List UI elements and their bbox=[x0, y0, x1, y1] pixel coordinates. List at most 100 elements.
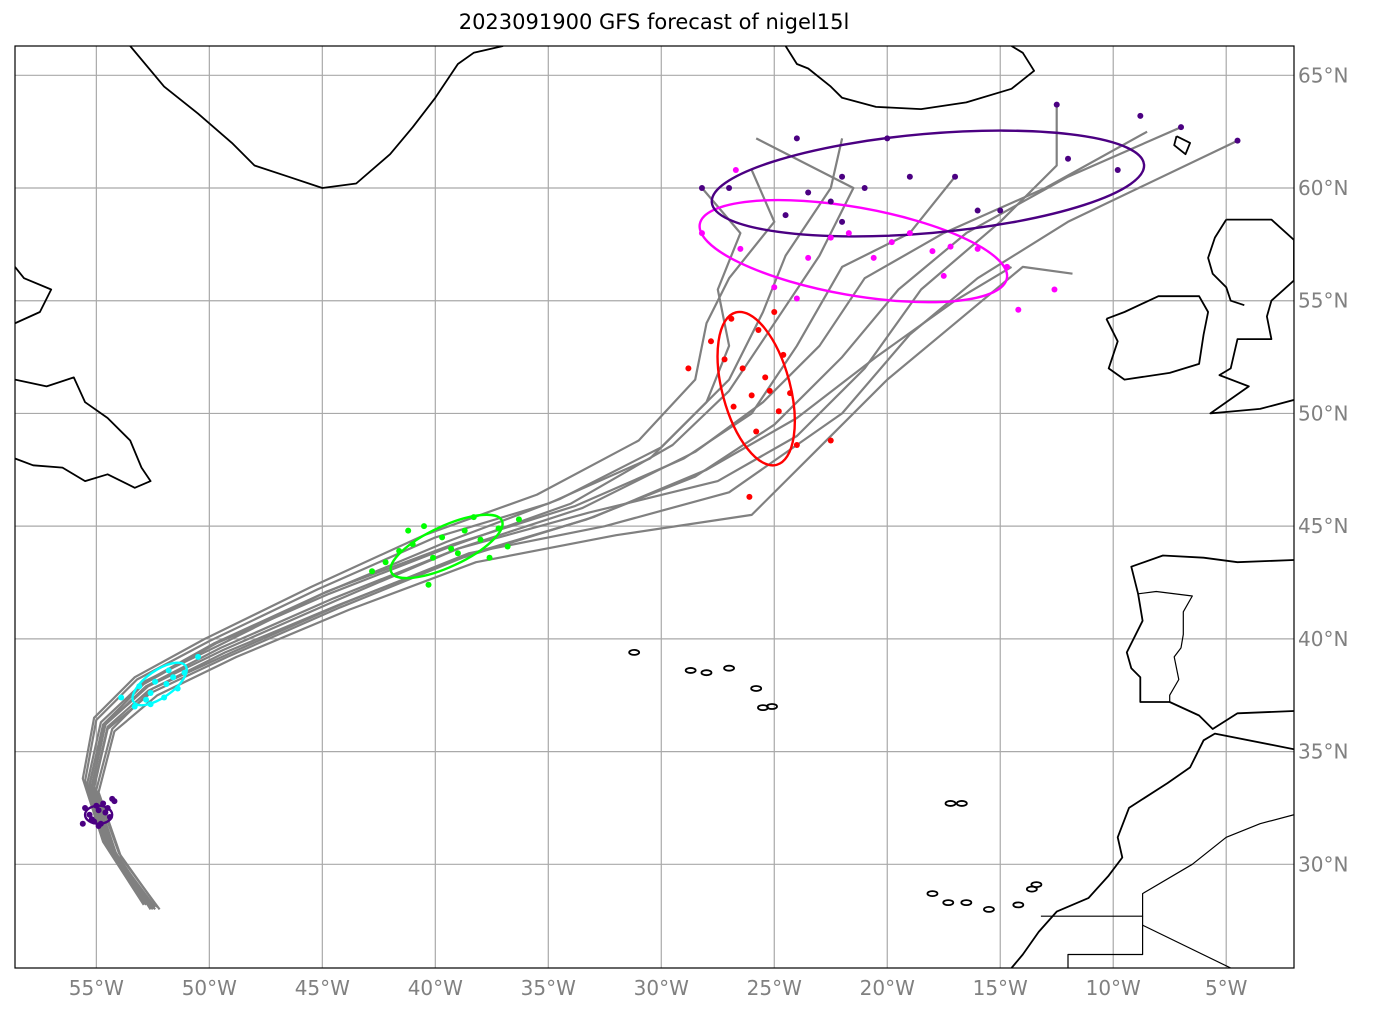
island-canaries bbox=[1012, 901, 1025, 909]
position-cyan bbox=[174, 685, 181, 692]
ensemble-tracks bbox=[81, 104, 1238, 911]
position-magenta bbox=[870, 254, 877, 261]
position-magenta bbox=[698, 230, 705, 237]
coastlines bbox=[15, 46, 1294, 968]
island-azores bbox=[628, 649, 641, 656]
position-purple bbox=[974, 207, 981, 214]
position-initial bbox=[102, 809, 109, 816]
ensemble-track bbox=[97, 265, 1073, 911]
ensemble-track bbox=[95, 139, 1238, 908]
position-green bbox=[369, 568, 376, 575]
position-cyan bbox=[143, 696, 150, 703]
position-green bbox=[382, 559, 389, 566]
coast-faroe bbox=[1173, 135, 1191, 156]
position-magenta bbox=[845, 230, 852, 237]
ensemble-track bbox=[88, 137, 855, 910]
position-purple bbox=[861, 185, 868, 192]
position-purple bbox=[952, 173, 959, 180]
coast-newfoundland bbox=[15, 376, 152, 489]
position-green bbox=[515, 516, 522, 523]
position-green bbox=[430, 554, 437, 561]
position-magenta bbox=[929, 248, 936, 255]
coast-wsahara_border bbox=[1067, 916, 1144, 968]
position-green bbox=[495, 525, 502, 532]
gridlines bbox=[15, 46, 1294, 968]
ellipse-cyan bbox=[131, 661, 188, 707]
position-green bbox=[425, 581, 432, 588]
position-green bbox=[504, 543, 511, 550]
coast-ireland bbox=[1105, 295, 1209, 381]
position-purple bbox=[906, 173, 913, 180]
position-purple bbox=[827, 198, 834, 205]
coast-africa bbox=[1010, 732, 1294, 968]
position-initial bbox=[106, 813, 113, 820]
lat-tick-label: 65°N bbox=[1298, 63, 1348, 87]
island-canaries bbox=[1030, 881, 1043, 888]
ellipse-red bbox=[716, 310, 796, 467]
position-magenta bbox=[827, 234, 834, 241]
position-initial bbox=[91, 818, 98, 825]
position-cyan bbox=[170, 674, 177, 681]
position-red bbox=[780, 351, 787, 358]
position-magenta bbox=[1051, 286, 1058, 293]
position-cyan bbox=[147, 701, 154, 708]
position-magenta bbox=[793, 295, 800, 302]
position-cyan bbox=[118, 694, 125, 701]
position-green bbox=[461, 527, 468, 534]
position-red bbox=[721, 356, 728, 363]
position-red bbox=[766, 387, 773, 394]
chart-title: 2023091900 GFS forecast of nigel15l bbox=[458, 10, 850, 34]
position-purple bbox=[1065, 155, 1072, 162]
position-initial bbox=[95, 822, 102, 829]
position-magenta bbox=[1015, 306, 1022, 313]
position-green bbox=[454, 550, 461, 557]
island-azores bbox=[750, 685, 763, 692]
map-frame bbox=[14, 45, 1295, 969]
position-green bbox=[421, 523, 428, 530]
ellipse-green bbox=[389, 513, 504, 580]
position-purple bbox=[793, 135, 800, 142]
position-initial bbox=[86, 811, 93, 818]
position-red bbox=[787, 390, 794, 397]
position-red bbox=[755, 327, 762, 334]
position-green bbox=[448, 545, 455, 552]
position-cyan bbox=[131, 703, 138, 710]
coast-portugal_border bbox=[1138, 590, 1193, 702]
position-magenta bbox=[974, 245, 981, 252]
coast-labrador bbox=[15, 266, 53, 325]
lat-tick-label: 30°N bbox=[1298, 852, 1348, 876]
position-red bbox=[728, 315, 735, 322]
position-cyan bbox=[195, 653, 202, 660]
position-initial bbox=[109, 795, 116, 802]
position-red bbox=[771, 309, 778, 316]
position-initial bbox=[93, 802, 100, 809]
island-azores bbox=[700, 669, 713, 677]
coast-mauritania_border bbox=[1142, 924, 1231, 968]
lon-tick-label: 45°W bbox=[295, 976, 350, 1000]
coast-scotland_west bbox=[1207, 219, 1245, 307]
position-purple bbox=[1053, 101, 1060, 108]
position-purple bbox=[1234, 137, 1241, 144]
position-red bbox=[762, 374, 769, 381]
lon-tick-label: 15°W bbox=[973, 976, 1028, 1000]
position-purple bbox=[1137, 112, 1144, 119]
lon-tick-label: 35°W bbox=[521, 976, 576, 1000]
position-cyan bbox=[136, 683, 143, 690]
position-red bbox=[748, 392, 755, 399]
coast-iberia bbox=[1125, 554, 1294, 730]
position-cyan bbox=[161, 694, 168, 701]
island-madeira bbox=[955, 800, 968, 807]
ensemble-track bbox=[83, 187, 742, 906]
lat-tick-label: 60°N bbox=[1298, 176, 1348, 200]
position-red bbox=[739, 365, 746, 372]
island-canaries bbox=[942, 899, 955, 907]
position-red bbox=[685, 365, 692, 372]
longitude-tick-labels: 55°W 50°W 45°W 40°W 35°W 30°W 25°W 20°W 15°W 10°W… bbox=[69, 976, 1248, 1000]
position-cyan bbox=[163, 680, 170, 687]
position-purple bbox=[997, 207, 1004, 214]
lon-tick-label: 25°W bbox=[747, 976, 802, 1000]
position-red bbox=[753, 428, 760, 435]
position-purple bbox=[884, 135, 891, 142]
position-cyan bbox=[165, 667, 172, 674]
